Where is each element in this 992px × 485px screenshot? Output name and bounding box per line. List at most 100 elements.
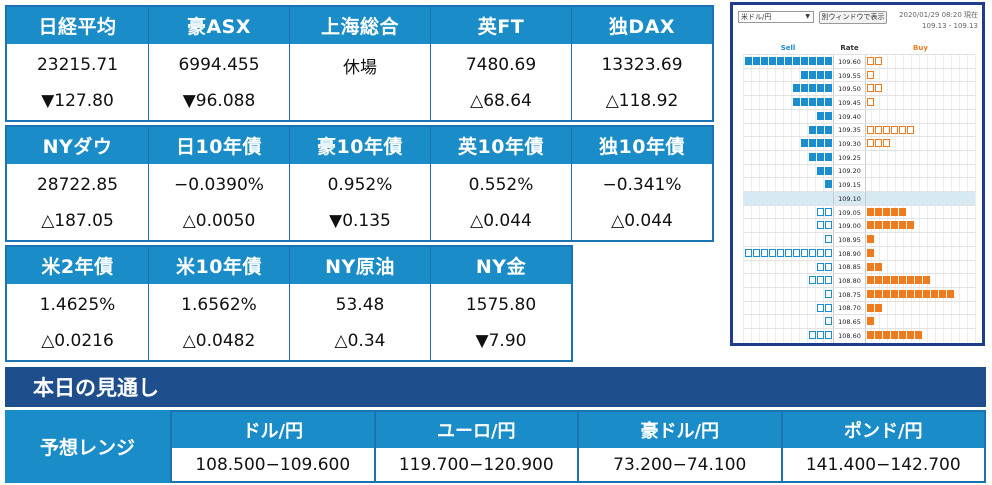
currency-pair-select[interactable]: 米ドル/円 ▼ [738,11,814,23]
buy-order-bar [875,57,882,65]
order-book-rate: 109.45 [833,96,866,110]
sell-order-bar [801,70,808,79]
sell-order-bar [825,276,832,285]
order-book-row: 109.25 [743,149,975,165]
sell-order-bar [801,139,808,148]
buy-order-bar [875,139,882,148]
order-book-rate: 109.50 [833,82,866,97]
buy-order-bar [899,125,906,134]
order-book-row: 109.05 [743,204,975,220]
buy-order-bar [883,207,890,216]
market-value-cell: 7480.69 △68.64 [431,44,571,120]
order-book-rate: 109.30 [833,137,866,151]
market-value: 6994.455 [178,55,260,75]
buy-order-bar [875,221,882,230]
buy-order-bar [907,331,914,339]
market-name: 米10年債 [149,247,289,284]
order-book-row: 109.50 [743,81,975,97]
order-book-rate: 108.90 [833,246,866,261]
sell-order-bar [817,331,824,339]
sell-order-bar [769,248,776,257]
sell-order-bar [793,248,800,257]
market-change: △68.64 [470,91,532,111]
sell-order-bar [825,84,832,93]
forecast-pair-name: 豪ドル/円 [579,412,781,448]
sell-order-bar [777,57,784,65]
sell-order-bar [745,57,752,65]
buy-order-bar [923,276,930,285]
buy-order-bar [891,331,898,339]
buy-order-bar [891,289,898,298]
market-name: 英10年債 [431,127,571,164]
buy-order-bar [891,276,898,285]
market-value: 0.552% [468,175,534,195]
sell-order-bar [793,57,800,65]
order-book-rate: 109.05 [833,205,866,220]
order-book-rate: 109.60 [833,55,866,69]
market-change: △0.0050 [182,211,256,231]
buy-order-bar [915,289,922,298]
sell-order-bar [817,262,824,271]
market-value: 13323.69 [601,55,683,75]
market-block-row-3: 米2年債 1.4625% △0.0216 米10年債 1.6562% △0.0482 NY原… [5,245,573,362]
forecast-pair-name: ユーロ/円 [375,412,577,448]
buy-order-bar [899,276,906,285]
market-change: ▼96.088 [182,91,256,111]
forecast-range-table: 予想レンジ ドル/円 108.500−109.600 ユーロ/円 119.700−12… [5,410,986,483]
market-value: 7480.69 [465,55,537,75]
buy-order-bar [875,262,882,271]
sell-order-bar [809,70,816,79]
order-book-rate: 109.10 [833,192,866,206]
sell-order-bar [825,139,832,148]
market-value: 23215.71 [36,55,119,75]
open-new-window-button[interactable]: 別ウィンドウで表示 [819,11,887,24]
sell-order-bar [809,125,816,134]
sell-order-bar [817,139,824,148]
currency-pair-select-value: 米ドル/円 [741,13,772,21]
market-value-cell: 23215.71 ▼127.80 [7,44,148,120]
rate-header: Rate [840,43,859,52]
buy-order-bar [867,303,874,312]
buy-order-bar [883,125,890,134]
order-book-row: 109.55 [743,67,975,83]
sell-order-bar [801,84,808,93]
sell-order-bar [825,152,832,161]
order-book-rate: 109.35 [833,123,866,138]
order-book-row: 108.85 [743,259,975,275]
sell-order-bar [825,180,832,189]
sell-order-bar [745,248,752,257]
market-value-cell: 1.6562% △0.0482 [149,284,289,360]
sell-order-bar [825,235,832,244]
sell-order-bar [809,57,816,65]
sell-order-bar [825,289,832,298]
market-name: NY金 [431,247,571,284]
buy-order-bar [875,207,882,216]
sell-order-bar [769,57,776,65]
order-book-row: 109.20 [743,163,975,179]
market-name: 豪ASX [149,7,289,44]
order-book-row: 108.80 [743,273,975,288]
market-name: 英FT [431,7,571,44]
buy-order-bar [867,84,874,93]
outlook-title: 本日の見通し [5,367,986,407]
buy-order-bar [883,289,890,298]
market-name: 独10年債 [572,127,712,164]
buy-order-bar [899,221,906,230]
sell-order-bar [825,262,832,271]
market-value-cell: 53.48 △0.34 [290,284,430,360]
order-book-rate: 109.55 [833,68,866,83]
buy-order-bar [915,276,922,285]
buy-order-bar [867,235,874,244]
sell-order-bar [809,331,816,339]
market-value: −0.0390% [174,175,264,195]
order-book-row: 109.15 [743,177,975,192]
buy-order-bar [875,276,882,285]
market-change [290,82,430,120]
sell-order-bar [825,98,832,107]
sell-order-bar [785,248,792,257]
market-value: −0.341% [602,175,682,195]
order-book-widget: 米ドル/円 ▼ 別ウィンドウで表示 2020/01/29 08:20 現在 109… [730,2,985,346]
sell-order-bar [817,276,824,285]
forecast-pair-range: 141.400−142.700 [782,448,984,481]
sell-order-bar [801,98,808,107]
